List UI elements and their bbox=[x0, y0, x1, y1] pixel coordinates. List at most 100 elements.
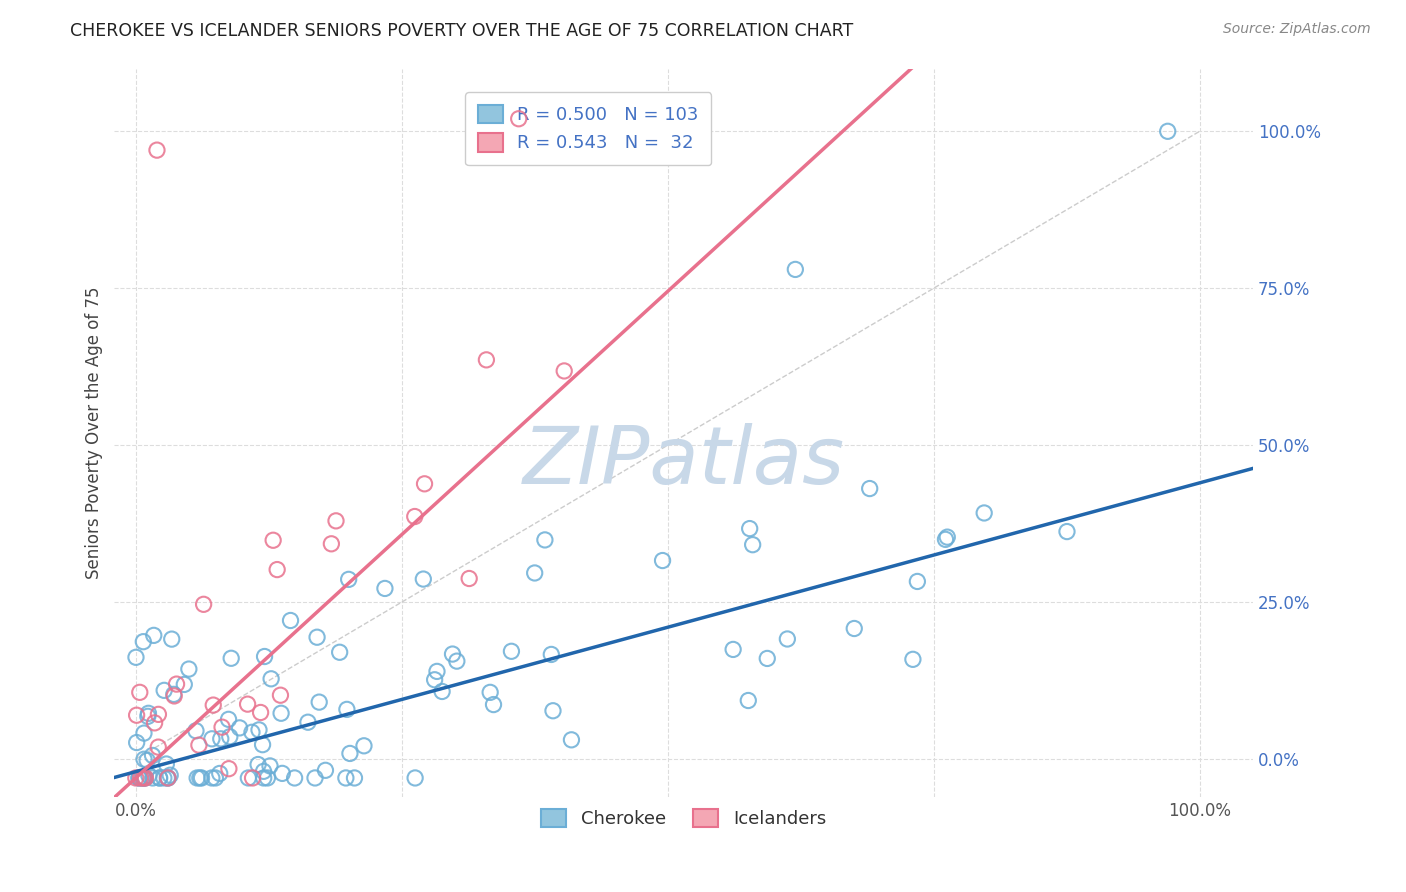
Point bbox=[242, 771, 264, 785]
Point bbox=[262, 533, 284, 548]
Point bbox=[201, 731, 224, 746]
Point bbox=[475, 352, 498, 367]
Point bbox=[252, 738, 274, 752]
Point bbox=[218, 730, 240, 744]
Point bbox=[138, 706, 160, 721]
Point bbox=[404, 509, 426, 524]
Point bbox=[153, 771, 176, 785]
Point bbox=[560, 732, 582, 747]
Point bbox=[173, 677, 195, 691]
Point bbox=[905, 574, 928, 589]
Point bbox=[249, 706, 271, 720]
Point bbox=[426, 665, 449, 679]
Point bbox=[240, 725, 263, 739]
Point bbox=[148, 771, 170, 785]
Point bbox=[125, 708, 148, 723]
Point bbox=[271, 766, 294, 780]
Point bbox=[157, 771, 180, 785]
Point bbox=[148, 707, 170, 722]
Point bbox=[159, 768, 181, 782]
Point bbox=[125, 771, 148, 785]
Point bbox=[259, 759, 281, 773]
Text: ZIPatlas: ZIPatlas bbox=[523, 423, 845, 500]
Point bbox=[184, 723, 207, 738]
Point bbox=[177, 662, 200, 676]
Text: CHEROKEE VS ICELANDER SENIORS POVERTY OVER THE AGE OF 75 CORRELATION CHART: CHEROKEE VS ICELANDER SENIORS POVERTY OV… bbox=[70, 22, 853, 40]
Point bbox=[142, 771, 165, 785]
Point bbox=[132, 726, 155, 740]
Point bbox=[423, 673, 446, 687]
Point bbox=[186, 771, 208, 785]
Point bbox=[142, 748, 165, 763]
Point bbox=[776, 632, 799, 646]
Point bbox=[353, 739, 375, 753]
Point bbox=[247, 723, 270, 737]
Point bbox=[844, 622, 866, 636]
Point bbox=[132, 771, 155, 785]
Point bbox=[131, 771, 153, 785]
Point bbox=[228, 721, 250, 735]
Point bbox=[236, 697, 259, 711]
Point bbox=[247, 757, 270, 772]
Point bbox=[738, 522, 761, 536]
Point bbox=[534, 533, 557, 547]
Point bbox=[737, 693, 759, 707]
Point bbox=[270, 706, 292, 721]
Point bbox=[219, 651, 242, 665]
Point bbox=[934, 533, 956, 547]
Point bbox=[260, 672, 283, 686]
Point bbox=[187, 738, 209, 752]
Y-axis label: Seniors Poverty Over the Age of 75: Seniors Poverty Over the Age of 75 bbox=[86, 286, 103, 579]
Point bbox=[508, 112, 530, 126]
Point bbox=[193, 597, 215, 611]
Point bbox=[143, 715, 166, 730]
Point bbox=[132, 634, 155, 648]
Point bbox=[156, 771, 179, 785]
Point bbox=[132, 771, 155, 785]
Point bbox=[404, 771, 426, 785]
Point bbox=[280, 614, 302, 628]
Point bbox=[973, 506, 995, 520]
Point bbox=[553, 364, 575, 378]
Point bbox=[153, 683, 176, 698]
Point bbox=[297, 715, 319, 730]
Point bbox=[321, 537, 343, 551]
Point bbox=[501, 644, 523, 658]
Point bbox=[132, 752, 155, 766]
Point bbox=[523, 566, 546, 580]
Point bbox=[128, 771, 150, 785]
Point bbox=[413, 476, 436, 491]
Point bbox=[482, 698, 505, 712]
Point bbox=[441, 647, 464, 661]
Point bbox=[163, 689, 186, 703]
Point bbox=[335, 771, 357, 785]
Point bbox=[266, 563, 288, 577]
Point bbox=[446, 654, 468, 668]
Point bbox=[1056, 524, 1078, 539]
Point bbox=[201, 771, 224, 785]
Point bbox=[741, 538, 763, 552]
Point bbox=[208, 766, 231, 780]
Point bbox=[284, 771, 307, 785]
Point bbox=[146, 143, 169, 157]
Point bbox=[339, 747, 361, 761]
Point bbox=[314, 764, 336, 778]
Point bbox=[134, 771, 156, 785]
Point bbox=[479, 685, 502, 699]
Point bbox=[256, 771, 278, 785]
Point bbox=[125, 735, 148, 749]
Point bbox=[160, 632, 183, 647]
Point bbox=[253, 771, 276, 785]
Point bbox=[325, 514, 347, 528]
Point bbox=[253, 649, 276, 664]
Point bbox=[138, 768, 160, 782]
Point bbox=[155, 756, 177, 771]
Point bbox=[343, 771, 366, 785]
Point bbox=[785, 262, 807, 277]
Point bbox=[936, 530, 959, 544]
Point bbox=[721, 642, 744, 657]
Point bbox=[149, 771, 172, 785]
Point bbox=[756, 651, 779, 665]
Point bbox=[430, 684, 453, 698]
Point bbox=[269, 688, 291, 702]
